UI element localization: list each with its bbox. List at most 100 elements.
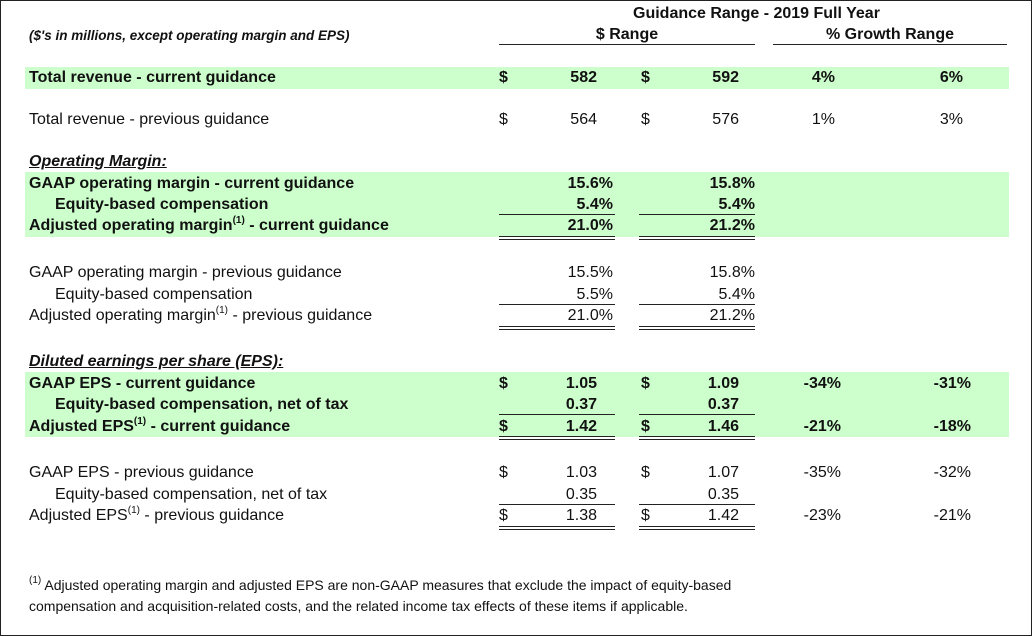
row-label-text: Adjusted operating margin: [29, 217, 233, 234]
row-label: Total revenue - current guidance: [29, 69, 276, 86]
range-low-value: 15.6%: [567, 175, 613, 192]
section-heading-eps: Diluted earnings per share (EPS):: [29, 353, 284, 370]
growth-low-value: -35%: [803, 464, 841, 481]
range-low-value: 21.0%: [567, 217, 613, 234]
subtotal-rule: [639, 214, 755, 215]
row-label-text: Adjusted EPS: [29, 507, 128, 524]
growth-high-value: -31%: [933, 375, 971, 392]
highlight-band-revenue: [25, 67, 1009, 89]
growth-high-value: -18%: [933, 418, 971, 435]
total-double-rule: [639, 436, 755, 440]
footnote-marker: (1): [29, 575, 42, 587]
dollar-range-header: $ Range: [595, 26, 659, 43]
range-high-value: 21.2%: [709, 217, 755, 234]
growth-high-value: 6%: [939, 69, 963, 86]
guidance-title: Guidance Range - 2019 Full Year: [633, 5, 880, 22]
row-label: Equity-based compensation, net of tax: [55, 396, 349, 413]
range-low-value: 15.5%: [567, 264, 613, 281]
currency-sign: $: [499, 418, 508, 435]
subtotal-rule: [639, 414, 755, 415]
highlight-band-operating-margin: [25, 172, 1009, 237]
units-note: ($'s in millions, except operating margi…: [29, 28, 350, 43]
growth-low-value: -21%: [803, 418, 841, 435]
row-label: Equity-based compensation, net of tax: [55, 486, 328, 503]
range-high-value: 15.8%: [709, 264, 755, 281]
range-high-value: 576: [712, 111, 739, 128]
row-label: Adjusted EPS(1) - current guidance: [29, 415, 291, 436]
range-low-value: 21.0%: [567, 307, 613, 324]
range-high-value: 0.37: [707, 396, 739, 413]
currency-sign: $: [641, 418, 650, 435]
subtotal-rule: [639, 504, 755, 505]
currency-sign: $: [641, 375, 650, 392]
footnote-line-1: (1) Adjusted operating margin and adjust…: [29, 575, 731, 596]
range-low-value: 564: [570, 111, 597, 128]
row-label: GAAP operating margin - current guidance: [29, 175, 355, 192]
row-label: Adjusted EPS(1) - previous guidance: [29, 504, 284, 525]
range-high-value: 0.35: [707, 486, 739, 503]
growth-high-value: -32%: [933, 464, 971, 481]
range-high-value: 15.8%: [709, 175, 755, 192]
currency-sign: $: [499, 111, 508, 128]
subtotal-rule: [499, 504, 615, 505]
range-high-value: 1.42: [707, 507, 739, 524]
row-label: GAAP operating margin - previous guidanc…: [29, 264, 342, 281]
row-label: GAAP EPS - previous guidance: [29, 464, 254, 481]
range-high-value: 21.2%: [709, 307, 755, 324]
range-high-value: 1.07: [707, 464, 739, 481]
highlight-band-eps: [25, 372, 1009, 437]
growth-low-value: -34%: [803, 375, 841, 392]
growth-high-value: 3%: [939, 111, 963, 128]
range-low-value: 1.38: [565, 507, 597, 524]
range-high-value: 1.46: [707, 418, 739, 435]
range-low-value: 1.42: [565, 418, 597, 435]
footnote-text: Adjusted operating margin and adjusted E…: [41, 577, 732, 593]
range-low-value: 5.5%: [576, 286, 613, 303]
subtotal-rule: [499, 214, 615, 215]
total-double-rule: [499, 236, 615, 240]
header-rule-dollar: [499, 44, 755, 45]
subtotal-rule: [499, 414, 615, 415]
growth-range-header: % Growth Range: [825, 26, 954, 43]
row-label: Equity-based compensation: [55, 196, 269, 213]
section-heading-operating-margin: Operating Margin:: [29, 153, 167, 170]
total-double-rule: [639, 236, 755, 240]
row-label-text: Adjusted operating margin: [29, 307, 216, 324]
growth-low-value: -23%: [803, 507, 841, 524]
row-label: Total revenue - previous guidance: [29, 111, 270, 128]
row-label-text: - previous guidance: [228, 307, 373, 324]
total-double-rule: [499, 526, 615, 530]
row-label: Adjusted operating margin(1) - previous …: [29, 304, 373, 325]
range-low-value: 1.05: [565, 375, 597, 392]
currency-sign: $: [641, 464, 650, 481]
row-label-text: - current guidance: [244, 217, 389, 234]
range-low-value: 5.4%: [576, 196, 613, 213]
growth-high-value: -21%: [933, 507, 971, 524]
row-label: GAAP EPS - current guidance: [29, 375, 256, 392]
header-rule-growth: [773, 44, 1007, 45]
row-label: Equity-based compensation: [55, 286, 253, 303]
currency-sign: $: [641, 507, 650, 524]
currency-sign: $: [499, 464, 508, 481]
footnote-marker: (1): [127, 504, 140, 516]
range-low-value: 0.37: [565, 396, 597, 413]
total-double-rule: [499, 326, 615, 330]
footnote-marker: (1): [232, 214, 245, 226]
subtotal-rule: [639, 304, 755, 305]
footnote-marker: (1): [133, 415, 147, 427]
growth-low-value: 4%: [811, 69, 835, 86]
currency-sign: $: [499, 507, 508, 524]
total-double-rule: [639, 526, 755, 530]
range-high-value: 1.09: [707, 375, 739, 392]
range-low-value: 0.35: [565, 486, 597, 503]
range-low-value: 1.03: [565, 464, 597, 481]
footnote-marker: (1): [215, 304, 229, 316]
currency-sign: $: [499, 69, 508, 86]
range-high-value: 592: [712, 69, 739, 86]
currency-sign: $: [641, 69, 650, 86]
row-label-text: - current guidance: [146, 418, 291, 435]
total-double-rule: [639, 326, 755, 330]
footnote-line-2: compensation and acquisition-related cos…: [29, 598, 688, 614]
growth-low-value: 1%: [811, 111, 835, 128]
